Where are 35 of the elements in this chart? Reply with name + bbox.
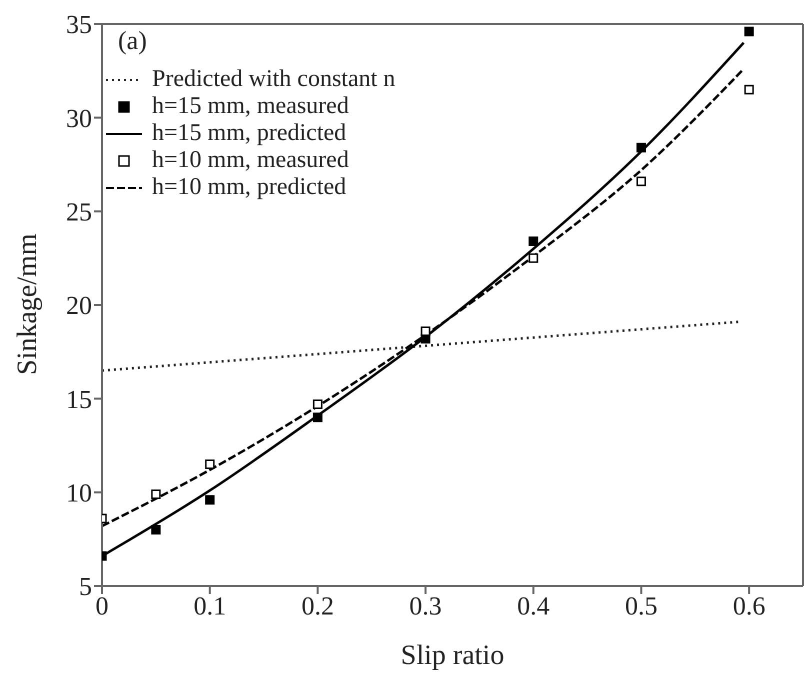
x-tick-label: 0.3 [409,591,442,620]
y-tick-label: 25 [66,198,92,227]
point [636,142,646,152]
point [744,26,754,36]
legend-label: h=10 mm, measured [152,147,349,174]
x-tick-label: 0.5 [624,591,658,620]
x-axis-title: Slip ratio [400,640,504,671]
y-tick-label: 10 [66,478,92,508]
legend-label: h=15 mm, measured [152,93,349,120]
legend-label: Predicted with constant n [152,66,396,93]
x-tick-label: 0.4 [517,591,550,620]
x-tick-label: 0.1 [194,591,226,620]
x-tick-label: 0 [96,591,108,620]
y-tick-label: 15 [66,384,92,414]
point [528,253,538,263]
y-tick-label: 5 [79,572,92,602]
x-tick-label: 0.6 [732,591,766,620]
x-tick-label: 0.2 [301,591,334,620]
point [528,236,538,246]
legend-label: h=10 mm, predicted [152,174,346,201]
point [312,412,322,422]
y-tick-label: 20 [66,291,92,320]
point [205,495,215,505]
y-tick-label: 35 [66,10,92,40]
point [205,459,215,469]
point [420,326,430,336]
annotation: (a) [118,26,147,56]
point [312,400,322,410]
point [151,489,161,499]
point [744,84,754,94]
point [636,176,646,186]
legend-label: h=15 mm, predicted [152,120,346,147]
y-axis-title: Sinkage/mm [12,233,43,375]
y-tick-label: 30 [66,104,92,133]
point [151,525,161,535]
